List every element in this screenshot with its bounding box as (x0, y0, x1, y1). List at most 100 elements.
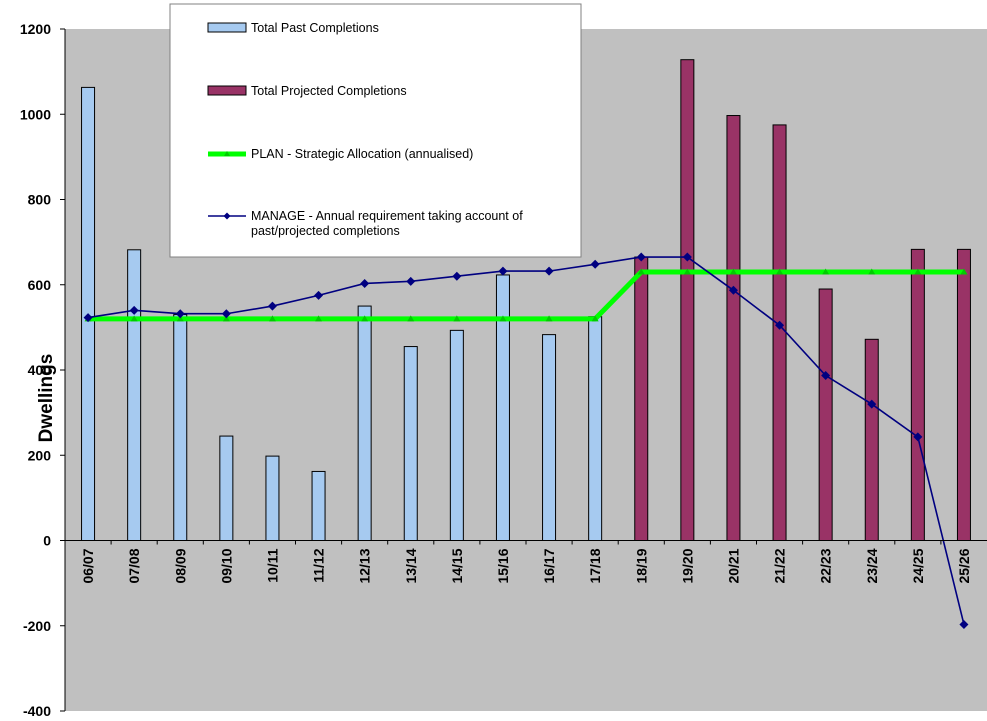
x-tick-label: 18/19 (633, 548, 649, 583)
x-tick-label: 25/26 (956, 548, 972, 583)
manage-point (221, 309, 231, 319)
manage-point (867, 399, 877, 409)
plan-point (868, 268, 876, 275)
projected-completion-bar (956, 248, 971, 541)
projected-completion-bar (634, 256, 649, 541)
past-completion-bar (173, 314, 188, 541)
past-completion-bar (542, 334, 557, 541)
x-tick-label: 19/20 (679, 548, 695, 583)
manage-point (590, 259, 600, 269)
plan-point (499, 315, 507, 322)
plan-point (268, 315, 276, 322)
x-tick-label: 09/10 (218, 548, 234, 583)
manage-point (267, 301, 277, 311)
past-completion-bar (127, 249, 142, 542)
x-tick-label: 14/15 (449, 548, 465, 583)
y-axis-ticks: -400 -200 0 200 400 600 800 1000 1200 (20, 21, 65, 719)
legend-box (169, 3, 582, 258)
x-tick-label: 22/23 (818, 548, 834, 583)
projected-completion-bar (680, 59, 695, 541)
plan-point (315, 315, 323, 322)
x-tick-label: 10/11 (264, 548, 280, 582)
plan-point (637, 268, 645, 275)
manage-point (360, 278, 370, 288)
past-completion-bar (265, 455, 280, 542)
past-completion-bar (403, 346, 418, 541)
legend-label-plan: PLAN - Strategic Allocation (annualised) (251, 147, 473, 161)
x-tick-label: 21/22 (772, 548, 788, 583)
manage-point (636, 252, 646, 262)
manage-point (406, 276, 416, 286)
y-tick-label: 600 (28, 277, 52, 293)
past-completion-bar (495, 274, 510, 541)
x-tick-label: 16/17 (541, 548, 557, 583)
manage-point (83, 313, 93, 323)
past-completion-bar (219, 435, 234, 542)
x-tick-label: 24/25 (910, 548, 926, 583)
plan-point (914, 268, 922, 275)
manage-point (775, 320, 785, 330)
manage-point (129, 305, 139, 315)
manage-point (682, 252, 692, 262)
plan-point (960, 268, 968, 275)
y-tick-label: 200 (28, 447, 52, 463)
y-tick-label: 800 (28, 192, 52, 208)
manage-line (83, 252, 969, 629)
x-tick-label: 08/09 (172, 548, 188, 583)
x-tick-label: 15/16 (495, 548, 511, 583)
y-axis-title: Dwellings (36, 354, 57, 443)
plan-point (683, 268, 691, 275)
manage-point (498, 266, 508, 276)
x-tick-label: 23/24 (864, 548, 880, 583)
manage-point (913, 432, 923, 442)
legend-marker-plan (224, 151, 230, 156)
past-completion-bar (588, 316, 603, 541)
plan-line (84, 268, 968, 322)
legend: Total Past Completions Total Projected C… (169, 3, 582, 258)
plan-point (361, 315, 369, 322)
past-completion-bar (449, 329, 464, 542)
legend-label-projected: Total Projected Completions (251, 84, 407, 98)
plan-point (776, 268, 784, 275)
plan-point (130, 315, 138, 322)
y-tick-label: -400 (23, 703, 51, 719)
plan-point (591, 315, 599, 322)
past-completion-bar (311, 470, 326, 542)
y-tick-label: 1000 (20, 106, 51, 122)
y-tick-label: -200 (23, 618, 51, 634)
legend-label-past: Total Past Completions (251, 21, 379, 35)
x-tick-label: 20/21 (725, 548, 741, 583)
manage-point (821, 371, 831, 381)
projected-completion-bar (772, 124, 787, 541)
legend-swatch-past (207, 22, 247, 33)
plan-point (729, 268, 737, 275)
manage-series-line (87, 256, 965, 625)
projected-completion-bar (818, 288, 833, 542)
manage-point (959, 619, 969, 629)
plan-point (176, 315, 184, 322)
past-completion-bar (357, 305, 372, 541)
legend-label-manage: MANAGE - Annual requirement taking accou… (251, 209, 526, 238)
manage-point (175, 309, 185, 319)
legend-label-manage-line1: MANAGE - Annual requirement taking accou… (251, 209, 523, 223)
plan-series-line (88, 269, 964, 322)
manage-point (544, 266, 554, 276)
manage-point (728, 285, 738, 295)
projected-completion-bar (864, 338, 879, 541)
x-tick-label: 17/18 (587, 548, 603, 583)
legend-marker-manage (223, 212, 231, 220)
manage-point (452, 271, 462, 281)
plan-point (407, 315, 415, 322)
x-tick-label: 06/07 (80, 548, 96, 583)
x-tick-label: 12/13 (357, 548, 373, 583)
projected-completion-bar (726, 115, 741, 541)
manage-point (314, 290, 324, 300)
legend-label-manage-line2: past/projected completions (251, 224, 400, 238)
x-tick-label: 13/14 (403, 548, 419, 583)
y-tick-label: 400 (28, 362, 52, 378)
y-tick-label: 0 (43, 533, 51, 549)
y-tick-label: 1200 (20, 21, 51, 37)
plan-point (222, 315, 230, 322)
plan-point (822, 268, 830, 275)
